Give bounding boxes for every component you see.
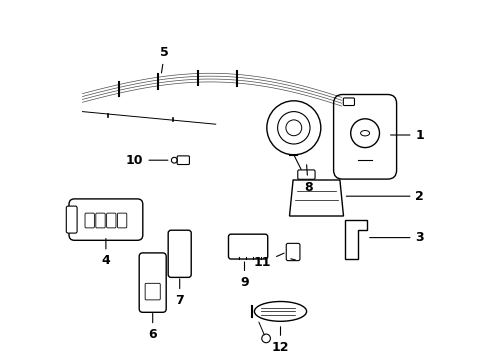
- FancyBboxPatch shape: [168, 230, 191, 278]
- Text: 3: 3: [369, 231, 423, 244]
- FancyBboxPatch shape: [145, 283, 160, 300]
- FancyBboxPatch shape: [285, 243, 299, 261]
- Text: 10: 10: [126, 154, 167, 167]
- FancyBboxPatch shape: [177, 156, 189, 165]
- Text: 1: 1: [390, 129, 424, 141]
- Text: 12: 12: [271, 327, 289, 354]
- FancyBboxPatch shape: [106, 213, 116, 228]
- Text: 7: 7: [175, 279, 183, 307]
- FancyBboxPatch shape: [139, 253, 166, 312]
- FancyBboxPatch shape: [333, 95, 396, 179]
- FancyBboxPatch shape: [343, 98, 354, 105]
- FancyBboxPatch shape: [297, 170, 314, 179]
- Text: 4: 4: [102, 239, 110, 267]
- Text: 11: 11: [253, 253, 284, 269]
- FancyBboxPatch shape: [228, 234, 267, 259]
- Text: 8: 8: [303, 165, 312, 194]
- Text: 6: 6: [148, 314, 157, 341]
- FancyBboxPatch shape: [69, 199, 142, 240]
- Text: 9: 9: [240, 262, 248, 289]
- FancyBboxPatch shape: [117, 213, 126, 228]
- Text: 2: 2: [346, 190, 424, 203]
- FancyBboxPatch shape: [96, 213, 105, 228]
- FancyBboxPatch shape: [85, 213, 94, 228]
- Text: 5: 5: [160, 46, 169, 73]
- FancyBboxPatch shape: [66, 206, 77, 233]
